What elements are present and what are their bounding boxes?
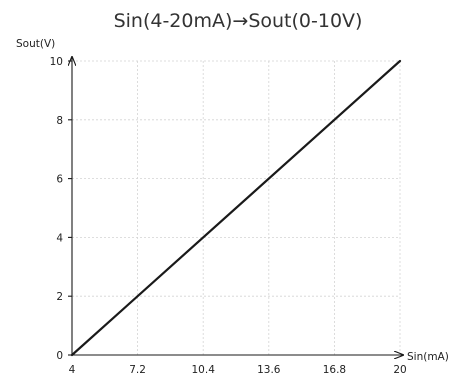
x-tick-labels: 4 7.2 10.4 13.6 16.8 20 <box>69 364 407 376</box>
y-tick-label-2: 4 <box>56 232 63 244</box>
y-axis-label: Sout(V) <box>16 38 55 50</box>
x-tick-label-1: 7.2 <box>129 364 146 376</box>
y-tick-label-3: 6 <box>56 174 63 186</box>
x-tick-label-0: 4 <box>69 364 76 376</box>
series-group <box>70 59 402 357</box>
x-tick-label-3: 13.6 <box>257 364 281 376</box>
y-tick-label-5: 10 <box>50 56 63 68</box>
y-tick-labels: 0 2 4 6 8 10 <box>50 56 72 362</box>
x-tick-label-2: 10.4 <box>192 364 216 376</box>
y-tick-label-4: 8 <box>56 115 63 127</box>
x-tick-label-4: 16.8 <box>323 364 346 376</box>
series-line-0 <box>70 59 402 357</box>
chart-title: Sin(4-20mA)→Sout(0-10V) <box>114 10 363 32</box>
axes <box>72 57 403 355</box>
grid <box>72 60 401 355</box>
x-tick-label-5: 20 <box>393 364 406 376</box>
y-tick-label-1: 2 <box>56 291 63 303</box>
y-tick-label-0: 0 <box>56 350 63 362</box>
x-axis-label: Sin(mA) <box>407 351 449 363</box>
